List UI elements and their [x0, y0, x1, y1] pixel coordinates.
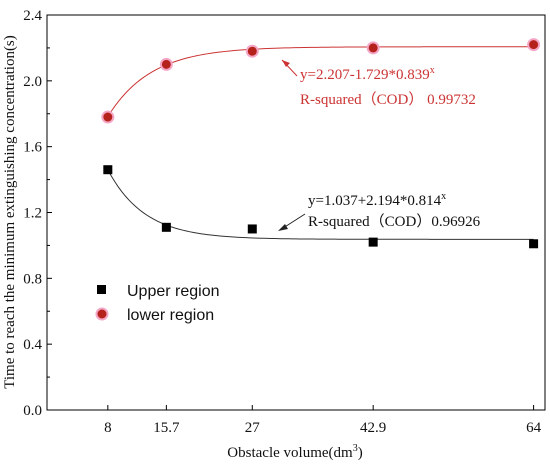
- upper-region-point: [368, 237, 378, 247]
- lower-region-point: [527, 38, 541, 52]
- upper-fit-equation: y=1.037+2.194*0.814x: [308, 191, 446, 209]
- upper-region-point: [161, 222, 171, 232]
- y-tick-label: 0.4: [23, 337, 42, 353]
- y-tick-label: 0.0: [23, 403, 42, 419]
- x-tick-label: 42.9: [360, 420, 386, 436]
- lower-fit-annotation-arrowhead: [282, 60, 290, 67]
- legend-label-lower-region: lower region: [127, 307, 214, 324]
- lower-region-fit-curve: [107, 46, 534, 117]
- y-axis-ticks: 0.0 0.4 0.8 1.2 1.6 2.0 2.4: [23, 8, 52, 419]
- x-axis-title: Obstacle volume(dm3): [227, 443, 362, 461]
- y-tick-label: 2.0: [23, 74, 42, 90]
- x-tick-label: 15.7: [153, 420, 180, 436]
- upper-region-fit-curve: [107, 169, 534, 240]
- y-tick-label: 2.4: [23, 8, 42, 24]
- legend-marker-lower-region: [95, 307, 109, 321]
- legend: Upper region lower region: [95, 283, 220, 324]
- legend-marker-upper-region: [97, 285, 106, 294]
- x-tick-label: 27: [245, 420, 261, 436]
- upper-region-point: [247, 224, 257, 234]
- lower-fit-r-squared: R-squared（COD） 0.99732: [300, 91, 476, 108]
- upper-fit-r-squared: R-squared（COD）0.96926: [308, 213, 481, 230]
- fit-curves: [107, 46, 534, 240]
- y-tick-label: 1.6: [23, 140, 42, 156]
- data-points: [101, 38, 541, 249]
- x-axis-ticks: 8 15.7 27 42.9 64: [104, 405, 542, 436]
- lower-region-point: [366, 41, 380, 55]
- legend-label-upper-region: Upper region: [127, 283, 220, 300]
- y-axis-title: Time to reach the minimum extinguishing …: [2, 35, 18, 389]
- upper-region-point: [529, 239, 539, 249]
- lower-region-point: [245, 44, 259, 58]
- upper-region-point: [103, 165, 113, 175]
- lower-region-point: [101, 110, 115, 124]
- x-tick-label: 8: [104, 420, 112, 436]
- y-tick-label: 1.2: [23, 206, 42, 222]
- upper-fit-annotation-arrowhead: [278, 224, 288, 231]
- y-tick-label: 0.8: [23, 271, 42, 287]
- lower-fit-equation: y=2.207-1.729*0.839x: [300, 65, 435, 83]
- x-tick-label: 64: [526, 420, 542, 436]
- lower-region-point: [159, 57, 173, 71]
